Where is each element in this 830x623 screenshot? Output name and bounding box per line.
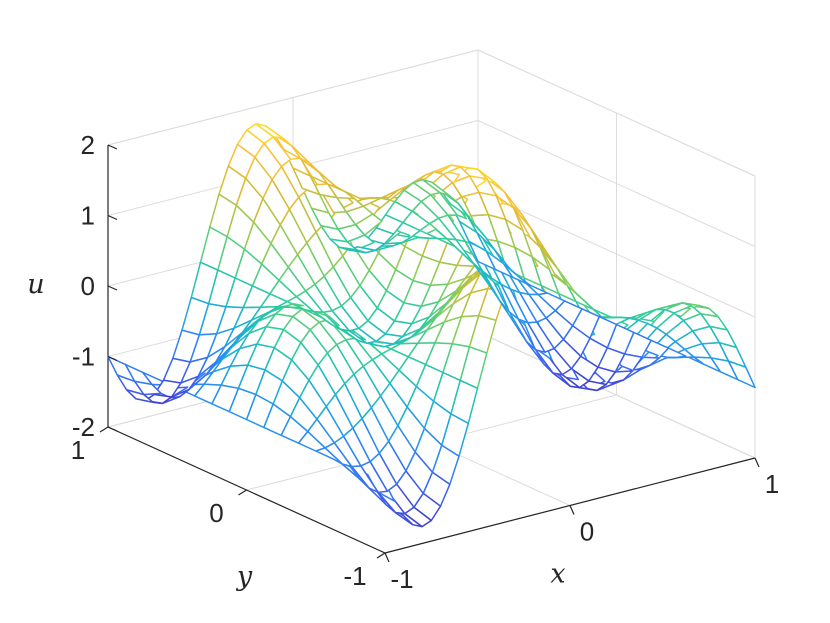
side-wall-grid-z	[477, 120, 756, 247]
x-axis-label: x	[550, 559, 565, 590]
z-tick-mark	[107, 426, 118, 432]
y-axis-label: y	[236, 561, 253, 592]
side-wall-grid-z	[477, 190, 756, 318]
x-tick-mark	[569, 505, 575, 515]
x-tick-mark	[754, 457, 760, 468]
z-tick-label: 0	[81, 271, 95, 301]
z-tick-mark	[107, 285, 118, 291]
z-tick-mark	[107, 144, 118, 150]
z-tick-label: 2	[81, 130, 95, 160]
x-tick-label: -1	[390, 564, 413, 594]
back-top-edge	[107, 49, 479, 146]
y-tick-label: 0	[209, 498, 223, 528]
side-wall-grid-z	[477, 331, 756, 459]
z-tick-label: -2	[72, 412, 95, 442]
z-tick-label: 1	[81, 201, 95, 231]
y-tick-mark	[238, 489, 247, 496]
x-tick-label: 1	[765, 469, 779, 499]
y-tick-label: -1	[343, 561, 366, 591]
z-tick-mark	[107, 214, 118, 221]
y-tick-label: 1	[71, 435, 85, 465]
side-top-edge	[477, 49, 756, 177]
x-tick-label: 0	[580, 517, 594, 547]
z-tick-mark	[107, 355, 118, 362]
surface-mesh	[107, 123, 756, 528]
x-tick-mark	[384, 552, 390, 563]
z-tick-label: -1	[72, 342, 95, 372]
y-tick-mark	[376, 552, 386, 559]
z-axis-label: u	[27, 269, 44, 300]
y-tick-mark	[99, 426, 109, 433]
